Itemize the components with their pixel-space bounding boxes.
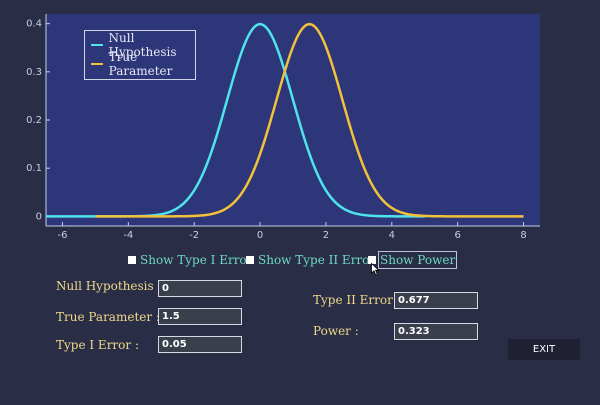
show-power-checkbox[interactable]: Show Power — [368, 251, 458, 269]
power-label: Power : — [313, 324, 359, 338]
mouse-pointer-icon — [371, 263, 380, 276]
type-ii-error-label: Type II Error : — [313, 293, 401, 307]
checkbox-label: Show Power — [377, 251, 458, 269]
y-tick-label: 0.2 — [26, 115, 42, 126]
legend-label-true: True Parameter — [108, 50, 173, 78]
x-tick-label: -4 — [123, 230, 133, 240]
legend-item-true: True Parameter — [91, 50, 195, 78]
checkbox-box[interactable] — [368, 256, 376, 264]
true-parameter-label: True Parameter : — [56, 310, 160, 324]
y-tick-label: 0 — [36, 211, 42, 222]
x-tick-label: 0 — [257, 230, 263, 240]
show-type-i-error-checkbox[interactable]: Show Type I Error — [128, 251, 252, 269]
y-tick-label: 0.1 — [26, 163, 42, 174]
null-hypothesis-label: Null Hypothesis : — [56, 279, 162, 293]
y-tick-label: 0.4 — [26, 19, 42, 30]
checkbox-label: Show Type I Error — [140, 253, 253, 267]
x-tick-label: 8 — [520, 230, 526, 240]
x-tick-label: -2 — [189, 230, 199, 240]
checkbox-label: Show Type II Error — [258, 253, 376, 267]
exit-button[interactable]: EXIT — [508, 339, 580, 360]
true-parameter-curve — [95, 22, 524, 218]
x-tick-label: 2 — [323, 230, 329, 240]
type-ii-error-input[interactable]: 0.677 — [394, 292, 478, 309]
chart-legend: Null Hypothesis True Parameter — [84, 30, 196, 80]
legend-item-null: Null Hypothesis — [91, 31, 195, 59]
checkbox-box[interactable] — [246, 256, 254, 264]
legend-swatch-null — [91, 44, 103, 46]
x-tick-label: 4 — [389, 230, 395, 240]
power-input[interactable]: 0.323 — [394, 323, 478, 340]
x-tick-label: -6 — [57, 230, 67, 240]
legend-swatch-true — [91, 63, 103, 65]
type-i-error-input[interactable]: 0.05 — [158, 336, 242, 353]
legend-label-null: Null Hypothesis — [108, 31, 177, 59]
y-tick-label: 0.3 — [26, 67, 42, 78]
distribution-chart: -6 -4 -2 0 2 4 6 8 0 0.1 0.2 0.3 0.4 — [26, 14, 540, 240]
checkbox-box[interactable] — [128, 256, 136, 264]
x-tick-label: 6 — [454, 230, 460, 240]
type-i-error-label: Type I Error : — [56, 338, 139, 352]
null-hypothesis-input[interactable]: 0 — [158, 280, 242, 297]
show-type-ii-error-checkbox[interactable]: Show Type II Error — [246, 251, 375, 269]
true-parameter-input[interactable]: 1.5 — [158, 308, 242, 325]
